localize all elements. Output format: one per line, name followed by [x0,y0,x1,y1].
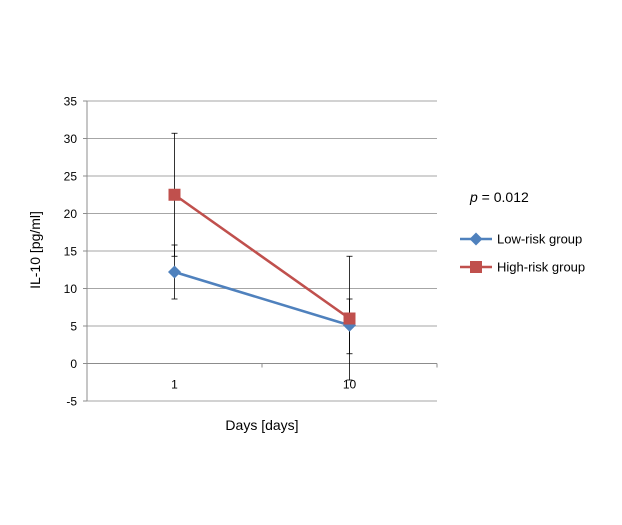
series-line [174,270,350,327]
y-tick-label: 20 [64,207,78,221]
labels: Days [days] IL-10 [pg/ml] p = 0.012 [27,189,529,433]
axes: -5 0 5 10 15 20 25 30 35 1 10 [64,95,438,409]
y-tick-label: -5 [66,395,77,409]
series-markers [168,188,356,332]
p-symbol: p [469,189,478,205]
x-tick-label: 10 [343,378,357,392]
gridlines [87,100,437,402]
legend: Low-risk group High-risk group [460,232,585,275]
p-value-text: = 0.012 [478,189,529,205]
p-value-annotation: p = 0.012 [469,189,529,205]
y-tick-label: 30 [64,132,78,146]
y-tick-label: 25 [64,170,78,184]
legend-marker [470,261,482,273]
y-tick-label: 5 [70,320,77,334]
series-line [173,193,351,320]
x-axis-title: Days [days] [225,417,298,433]
legend-label: High-risk group [497,260,585,275]
y-tick-label: 10 [64,282,78,296]
y-tick-label: 0 [70,357,77,371]
data-point [168,265,181,279]
y-tick-label: 35 [64,95,78,109]
data-point [168,188,181,201]
legend-marker [469,232,483,246]
data-point [343,312,356,325]
series-lines [173,193,351,327]
y-axis-title: IL-10 [pg/ml] [27,211,43,289]
legend-label: Low-risk group [497,232,582,247]
x-tick-label: 1 [171,378,178,392]
y-tick-label: 15 [64,245,78,259]
